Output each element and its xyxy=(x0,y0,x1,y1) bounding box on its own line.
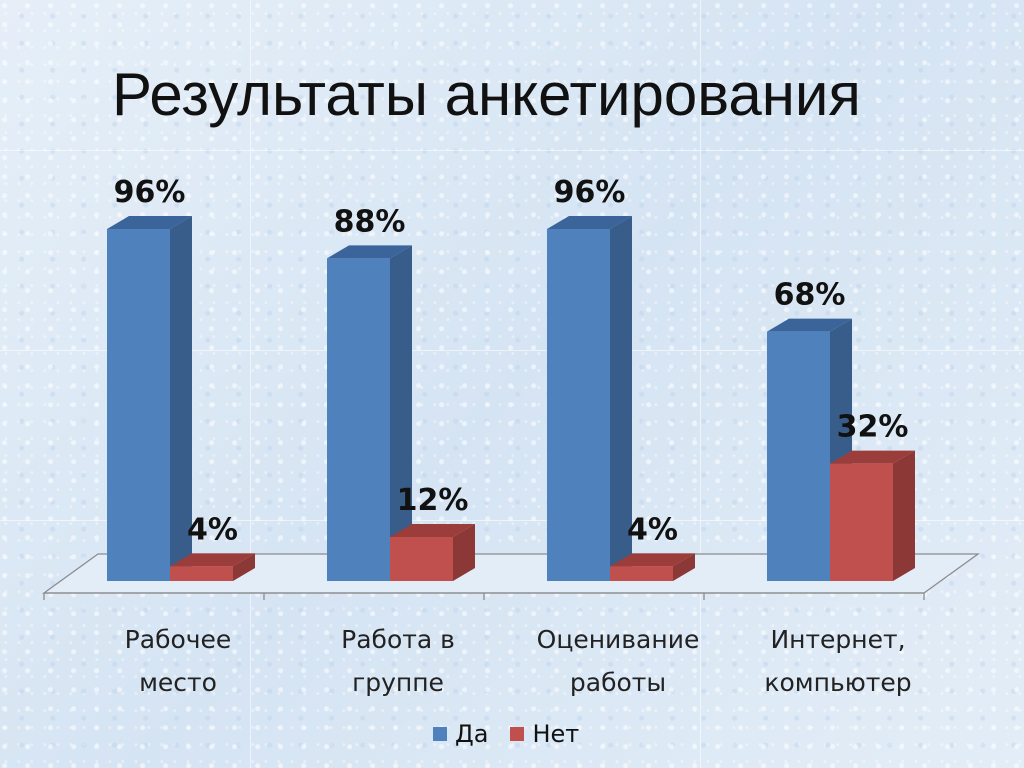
data-label-no: 32% xyxy=(837,410,909,445)
bar-side-no xyxy=(233,553,255,581)
slide-title: Результаты анкетирования xyxy=(112,61,861,128)
background-grid-line xyxy=(250,0,251,768)
bar-yes xyxy=(327,258,390,581)
bar-side-yes xyxy=(390,245,412,582)
bar-top-no xyxy=(170,553,255,567)
bar-top-yes xyxy=(327,245,412,259)
bar-top-yes xyxy=(547,216,632,229)
legend-item-yes: Да xyxy=(433,720,488,748)
bar-side-no xyxy=(673,553,695,581)
category-label: Рабочее xyxy=(125,625,232,654)
category-label: Оценивание xyxy=(537,625,700,654)
data-label-yes: 96% xyxy=(554,175,626,210)
category-label: работы xyxy=(570,668,666,697)
data-label-yes: 96% xyxy=(114,175,186,210)
data-label-yes: 68% xyxy=(774,278,846,313)
bar-yes xyxy=(547,229,610,581)
bar-top-no xyxy=(830,450,915,464)
bar-side-no xyxy=(453,524,475,581)
legend-item-no: Нет xyxy=(510,720,579,748)
legend-label-no: Нет xyxy=(532,720,580,748)
bar-no xyxy=(610,566,673,581)
bar-no xyxy=(390,537,453,581)
data-label-no: 4% xyxy=(627,512,678,547)
bar-side-yes xyxy=(170,216,192,581)
legend-swatch-yes xyxy=(433,727,447,741)
bar-yes xyxy=(767,331,830,581)
background-grid-line xyxy=(0,350,1024,351)
category-label: компьютер xyxy=(764,668,911,697)
category-label: место xyxy=(139,668,217,697)
bar-top-yes xyxy=(767,318,852,332)
chart-legend: Да Нет xyxy=(433,720,601,748)
legend-label-yes: Да xyxy=(455,720,489,748)
bar-top-no xyxy=(390,524,475,537)
data-label-yes: 88% xyxy=(334,204,406,239)
background-grid-line xyxy=(0,520,1024,521)
data-label-no: 4% xyxy=(187,512,238,547)
bar-side-no xyxy=(893,450,915,581)
background-grid-line xyxy=(0,150,1024,151)
category-label: Интернет, xyxy=(770,625,905,654)
bar-top-no xyxy=(610,553,695,567)
bar-no xyxy=(830,463,893,581)
bar-yes xyxy=(107,229,170,581)
bar-side-yes xyxy=(610,216,632,581)
legend-swatch-no xyxy=(510,727,525,741)
bar-no xyxy=(170,566,233,581)
data-label-no: 12% xyxy=(397,483,469,518)
category-label: группе xyxy=(352,668,444,697)
category-label: Работа в xyxy=(341,625,455,654)
bar-top-yes xyxy=(107,216,192,229)
background-grid-line xyxy=(700,0,701,768)
